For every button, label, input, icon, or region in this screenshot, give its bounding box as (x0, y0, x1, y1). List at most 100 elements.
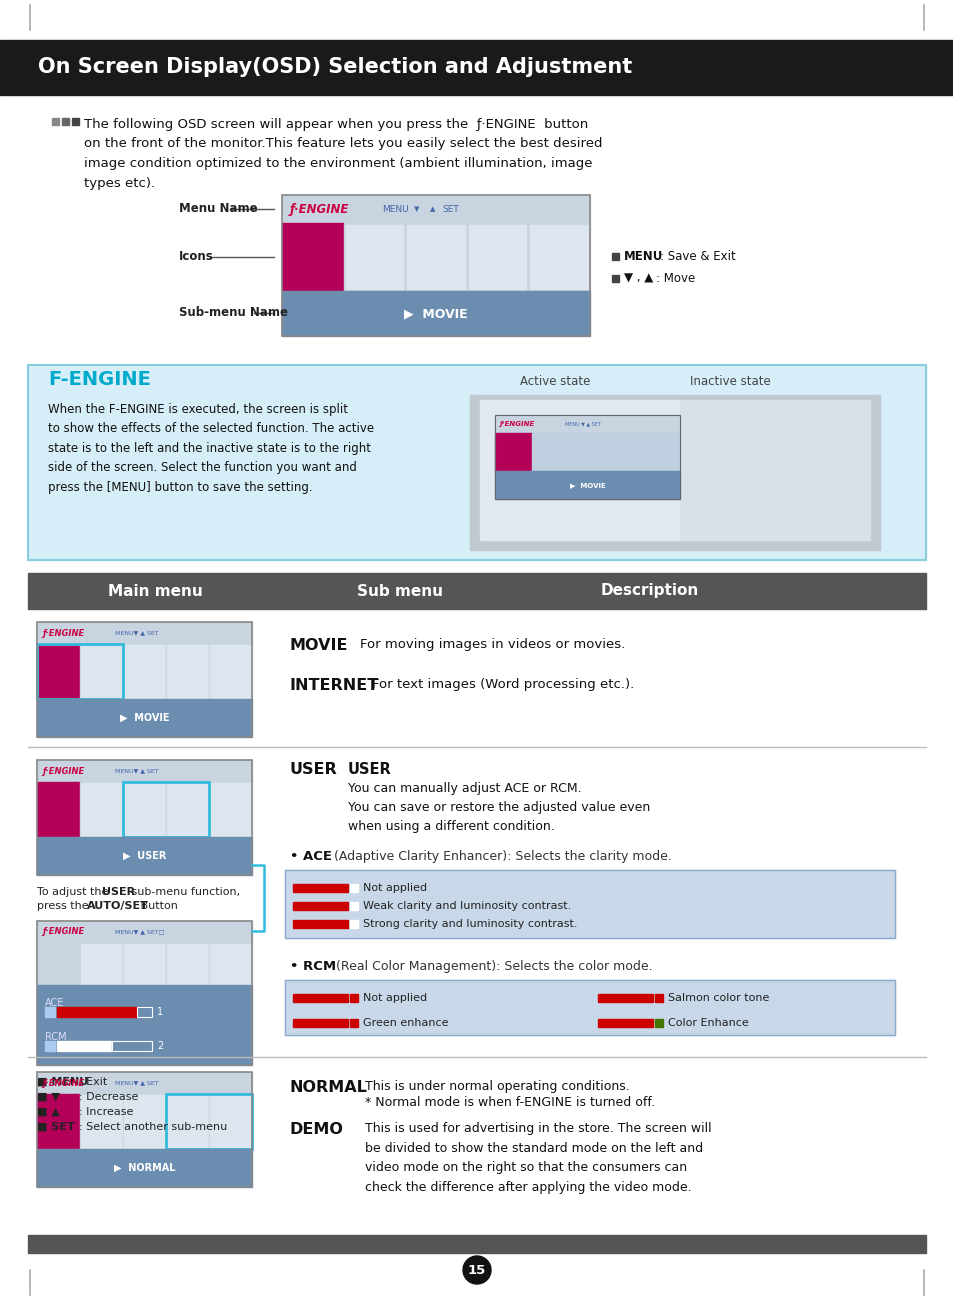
Text: ■ ▼: ■ ▼ (37, 1092, 60, 1101)
Text: USER: USER (290, 762, 337, 776)
Bar (655, 994, 662, 1002)
Bar (28, 573, 925, 609)
Text: MOVIE: MOVIE (290, 638, 348, 652)
Bar (293, 994, 348, 1002)
Text: : Move: : Move (656, 271, 695, 284)
Text: ƒ·ENGINE: ƒ·ENGINE (290, 202, 349, 215)
Bar (350, 920, 357, 928)
Text: Salmon color tone: Salmon color tone (667, 993, 768, 1004)
Bar (598, 994, 652, 1002)
Text: Color Enhance: Color Enhance (667, 1018, 748, 1028)
Text: ■ ▲: ■ ▲ (37, 1107, 60, 1117)
Text: : Exit: : Exit (79, 1077, 107, 1087)
Bar (468, 224, 526, 288)
Bar (293, 883, 348, 893)
Bar (80, 1094, 123, 1148)
Text: ƒ·ENGINE: ƒ·ENGINE (42, 1078, 84, 1087)
Bar (37, 921, 252, 1065)
Bar (37, 699, 252, 737)
Text: ▶  USER: ▶ USER (123, 851, 166, 861)
Text: USER: USER (102, 887, 135, 897)
Bar (124, 1095, 165, 1148)
Bar (123, 944, 166, 985)
Text: ■ MENU: ■ MENU (37, 1077, 89, 1087)
Text: USER: USER (348, 762, 392, 776)
Bar (612, 275, 618, 282)
Bar (532, 433, 568, 471)
Bar (210, 944, 251, 984)
Bar (612, 253, 618, 260)
Text: AUTO/SET: AUTO/SET (87, 900, 149, 911)
Bar (81, 645, 122, 698)
Bar (350, 994, 357, 1002)
Text: Main menu: Main menu (108, 583, 202, 599)
Bar (495, 415, 679, 499)
Bar (124, 645, 165, 698)
Bar (466, 223, 528, 291)
Bar (37, 921, 252, 944)
Bar (112, 1041, 152, 1051)
Text: 2: 2 (157, 1041, 163, 1051)
Text: Sub-menu Name: Sub-menu Name (179, 307, 288, 320)
Bar (37, 643, 123, 699)
Text: (Adaptive Clarity Enhancer): Selects the clarity mode.: (Adaptive Clarity Enhancer): Selects the… (330, 850, 671, 863)
Bar (37, 760, 252, 782)
Text: Description: Description (600, 583, 699, 599)
Bar (285, 870, 894, 938)
Bar (37, 1071, 252, 1188)
Text: ▲: ▲ (430, 206, 435, 211)
Text: ▼: ▼ (414, 206, 419, 211)
Bar (405, 223, 466, 291)
Bar (81, 1095, 122, 1148)
Text: : Save & Exit: : Save & Exit (659, 249, 735, 262)
Bar (167, 944, 208, 984)
Bar (123, 1094, 166, 1148)
Text: INTERNET: INTERNET (290, 679, 379, 693)
Bar (123, 782, 209, 837)
Bar (57, 1007, 137, 1017)
Bar (166, 944, 209, 985)
Bar (52, 117, 59, 125)
Bar (282, 291, 589, 335)
Text: ƒ·ENGINE: ƒ·ENGINE (42, 629, 84, 638)
Text: ƒ·ENGINE: ƒ·ENGINE (42, 928, 84, 937)
Bar (495, 433, 532, 471)
Text: Green enhance: Green enhance (363, 1018, 448, 1028)
Bar (57, 1041, 112, 1051)
Bar (350, 902, 357, 910)
Bar (282, 194, 589, 335)
Bar (166, 1094, 252, 1148)
Text: The following OSD screen will appear when you press the  ƒ·ENGINE  button
on the: The following OSD screen will appear whe… (84, 117, 602, 189)
Bar (282, 223, 343, 291)
Text: Inactive state: Inactive state (689, 375, 770, 388)
Text: This is under normal operating conditions.: This is under normal operating condition… (365, 1081, 629, 1094)
Bar (495, 415, 679, 433)
Bar (37, 1148, 252, 1188)
Text: ▶  MOVIE: ▶ MOVIE (404, 307, 467, 320)
Bar (137, 1007, 152, 1017)
Text: ACE: ACE (45, 998, 64, 1007)
Bar (285, 980, 894, 1035)
Bar (45, 1041, 55, 1051)
Bar (209, 944, 252, 985)
Bar (81, 944, 122, 984)
Bar (679, 401, 869, 540)
Bar (28, 1235, 925, 1253)
Bar (479, 401, 679, 540)
Bar (495, 471, 679, 499)
Bar (210, 783, 251, 837)
Text: press the: press the (37, 900, 92, 911)
Bar (37, 760, 252, 874)
Text: Menu Name: Menu Name (179, 202, 257, 215)
Bar (345, 224, 403, 288)
Bar (81, 783, 122, 837)
Text: Button: Button (137, 900, 177, 911)
Text: NORMAL: NORMAL (290, 1081, 368, 1095)
Text: MENU▼ ▲ SET: MENU▼ ▲ SET (115, 630, 158, 636)
Text: Weak clarity and luminosity contrast.: Weak clarity and luminosity contrast. (363, 900, 571, 911)
Bar (28, 365, 925, 560)
Text: When the F-ENGINE is executed, the screen is split
to show the effects of the se: When the F-ENGINE is executed, the scree… (48, 403, 374, 495)
Bar (37, 944, 80, 985)
Bar (210, 1095, 251, 1148)
Text: MENU: MENU (381, 205, 408, 214)
